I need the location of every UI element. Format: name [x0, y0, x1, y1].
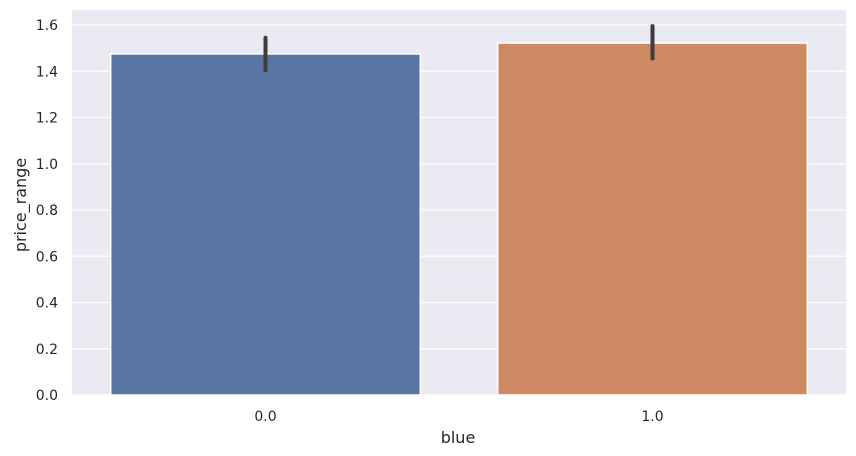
y-tick-label: 0.4 [36, 296, 58, 312]
error-bars [263, 24, 655, 73]
y-tick-label: 0.2 [36, 342, 58, 358]
y-tick-label: 0.8 [36, 203, 58, 219]
y-tick-label: 1.6 [36, 18, 58, 34]
bar-1-0 [496, 42, 809, 396]
y-tick-label: 1.2 [36, 111, 58, 127]
y-tick-label: 1.4 [36, 64, 58, 80]
y-axis-label: price_range [11, 158, 31, 252]
y-tick-labels: 0.0 0.2 0.4 0.6 0.8 1.0 1.2 1.4 1.6 [36, 18, 58, 404]
x-tick-label: 0.0 [254, 409, 276, 425]
x-axis-label: blue [441, 428, 476, 447]
x-tick-label: 1.0 [641, 409, 663, 425]
y-tick-label: 0.6 [36, 249, 58, 265]
y-tick-label: 1.0 [36, 157, 58, 173]
x-tick-labels: 0.0 1.0 [254, 409, 663, 425]
y-tick-label: 0.0 [36, 388, 58, 404]
bars [109, 42, 809, 396]
bar-0-0 [109, 53, 422, 396]
